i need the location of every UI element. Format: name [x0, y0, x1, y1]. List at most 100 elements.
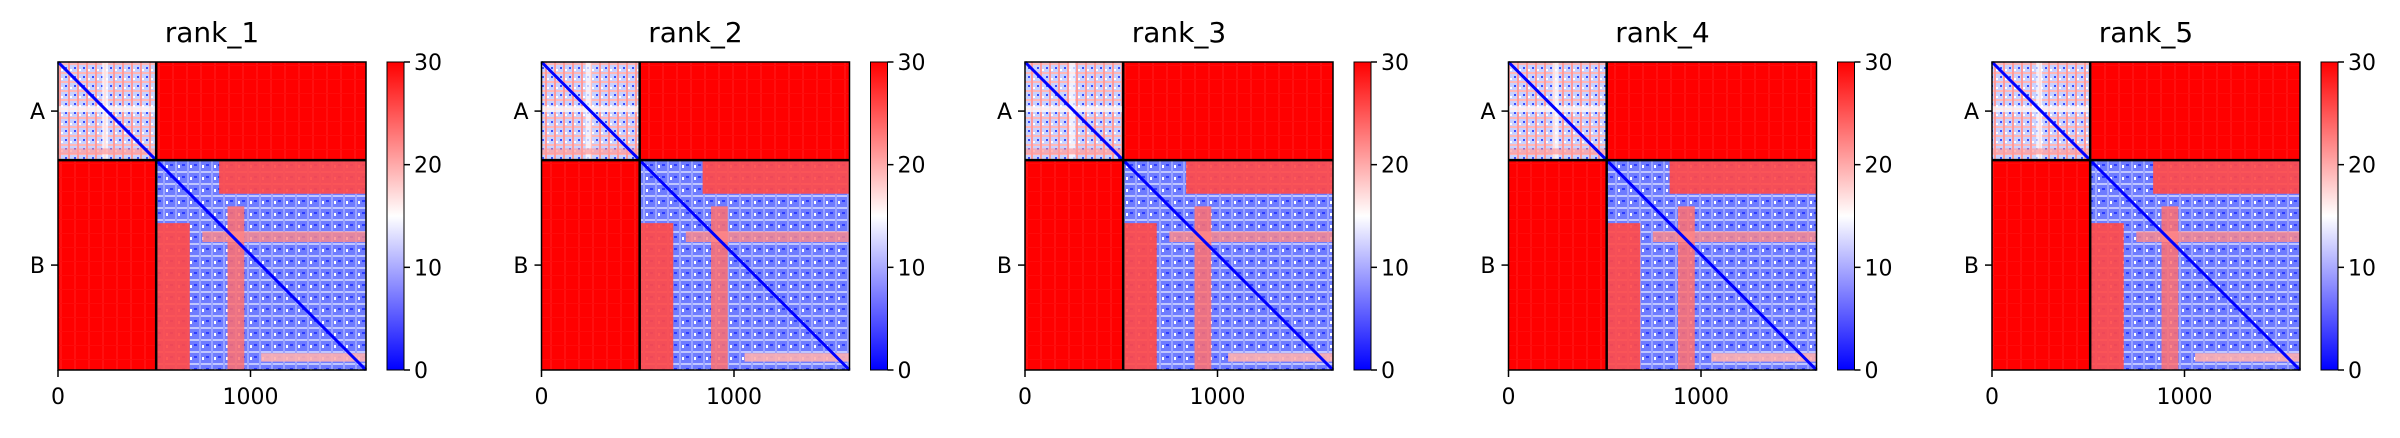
- panel-title: rank_1: [165, 16, 259, 49]
- x-tick-label: 1000: [1190, 385, 1246, 410]
- y-tick-label: B: [30, 254, 45, 279]
- x-tick-label: 1000: [706, 385, 762, 410]
- y-tick-label: B: [1480, 254, 1495, 279]
- y-tick-label: A: [513, 100, 528, 125]
- axes-frame: [57, 61, 367, 371]
- heatmap-diagonal: [540, 60, 851, 372]
- colorbar-tick-label: 20: [414, 154, 442, 179]
- colorbar-tick-label: 10: [1381, 256, 1409, 281]
- heatmap-region: [2090, 223, 2124, 370]
- heatmap-region: [744, 353, 850, 362]
- colorbar: [386, 61, 405, 371]
- colorbar-tick-label: 10: [2348, 256, 2376, 281]
- y-tick-label: A: [30, 100, 45, 125]
- colorbar-tick-label: 30: [414, 51, 442, 76]
- heatmap-region: [1652, 231, 1817, 243]
- heatmap-diagonal: [1507, 60, 1818, 372]
- heatmap-region: [639, 223, 674, 370]
- colorbar-tick-label: 30: [2348, 51, 2376, 76]
- panel-title: rank_3: [1132, 16, 1226, 49]
- y-tick-label: B: [513, 254, 528, 279]
- heatmap-diagonal: [56, 60, 368, 372]
- heatmap-block-b-a: [1508, 160, 1607, 370]
- heatmap-block-a-b: [1123, 62, 1333, 161]
- axes-frame: [540, 61, 851, 371]
- panel-title: rank_2: [648, 16, 742, 49]
- heatmap-block-b-a: [1992, 160, 2091, 370]
- heatmap-block-a-b: [2090, 62, 2300, 161]
- heatmap-diagonal: [1990, 60, 2302, 372]
- colorbar-tick-label: 0: [1381, 359, 1395, 384]
- x-tick-label: 1000: [223, 385, 279, 410]
- heatmap-block-b-a: [1025, 160, 1124, 370]
- y-tick-label: A: [1480, 100, 1495, 125]
- colorbar-tick-label: 30: [1381, 51, 1409, 76]
- x-tick-label: 0: [1018, 385, 1032, 410]
- heatmap-region: [1228, 353, 1333, 362]
- x-tick-label: 0: [51, 385, 65, 410]
- y-tick-label: A: [997, 100, 1012, 125]
- colorbar-tick-label: 20: [898, 154, 926, 179]
- heatmap-region: [541, 148, 640, 155]
- heatmap-block-a-b: [156, 62, 366, 161]
- panel-3: rank_3 A B 0 1000 0 10 20 30: [997, 16, 1409, 410]
- heatmap-region: [1992, 148, 2091, 155]
- heatmap-region: [1194, 206, 1212, 370]
- colorbar: [2320, 61, 2339, 371]
- axes-frame: [1024, 61, 1334, 371]
- colorbar-tick-label: 20: [1865, 154, 1893, 179]
- y-tick-label: A: [1964, 100, 1979, 125]
- heatmap-block-a-b: [639, 62, 850, 161]
- heatmap-region: [685, 231, 850, 243]
- x-tick-label: 1000: [2157, 385, 2213, 410]
- colorbar-tick-label: 0: [2348, 359, 2362, 384]
- heatmap-region: [1025, 148, 1124, 155]
- colorbar: [1353, 61, 1372, 371]
- colorbar-tick-label: 30: [898, 51, 926, 76]
- heatmap-region: [1123, 223, 1157, 370]
- colorbar-tick-label: 20: [1381, 154, 1409, 179]
- heatmap-block-b-a: [58, 160, 157, 370]
- colorbar-tick-label: 0: [898, 359, 912, 384]
- panel-2: rank_2 A B 0 1000 0 10 20 30: [513, 16, 925, 410]
- heatmap-region: [711, 206, 728, 370]
- colorbar-tick-label: 0: [414, 359, 428, 384]
- heatmap-region: [58, 148, 157, 155]
- heatmap-region: [261, 353, 366, 362]
- colorbar-tick-label: 20: [2348, 154, 2376, 179]
- heatmap-block-b-a: [541, 160, 640, 370]
- x-tick-label: 1000: [1673, 385, 1729, 410]
- heatmap-region: [2153, 160, 2300, 194]
- x-tick-label: 0: [1502, 385, 1516, 410]
- heatmap-region: [2195, 353, 2300, 362]
- heatmap-region: [2136, 231, 2300, 243]
- heatmap-region: [1508, 148, 1607, 155]
- heatmap-region: [227, 206, 245, 370]
- heatmap-region: [202, 231, 366, 243]
- heatmap-region: [1169, 231, 1333, 243]
- heatmap-block-a-b: [1606, 62, 1817, 161]
- panel-title: rank_5: [2099, 16, 2193, 49]
- colorbar: [1837, 61, 1855, 371]
- x-tick-label: 0: [1985, 385, 1999, 410]
- x-tick-label: 0: [535, 385, 549, 410]
- heatmap-diagonal: [1023, 60, 1335, 372]
- colorbar-tick-label: 0: [1865, 359, 1879, 384]
- panel-5: rank_5 A B 0 1000 0 10 20 30: [1964, 16, 2376, 410]
- colorbar-tick-label: 10: [898, 256, 926, 281]
- heatmap-region: [1678, 206, 1695, 370]
- heatmap-region: [1669, 160, 1817, 194]
- heatmap-region: [1711, 353, 1817, 362]
- heatmap-region: [1606, 223, 1641, 370]
- panel-1: rank_1 A B 0 1000 0 10 20 30: [30, 16, 442, 410]
- heatmap-region: [702, 160, 850, 194]
- colorbar-tick-label: 10: [414, 256, 442, 281]
- heatmap-region: [2161, 206, 2179, 370]
- y-tick-label: B: [1964, 254, 1979, 279]
- heatmap-region: [1186, 160, 1333, 194]
- colorbar-tick-label: 10: [1865, 256, 1893, 281]
- y-tick-label: B: [997, 254, 1012, 279]
- colorbar: [870, 61, 888, 371]
- colorbar-tick-label: 30: [1865, 51, 1893, 76]
